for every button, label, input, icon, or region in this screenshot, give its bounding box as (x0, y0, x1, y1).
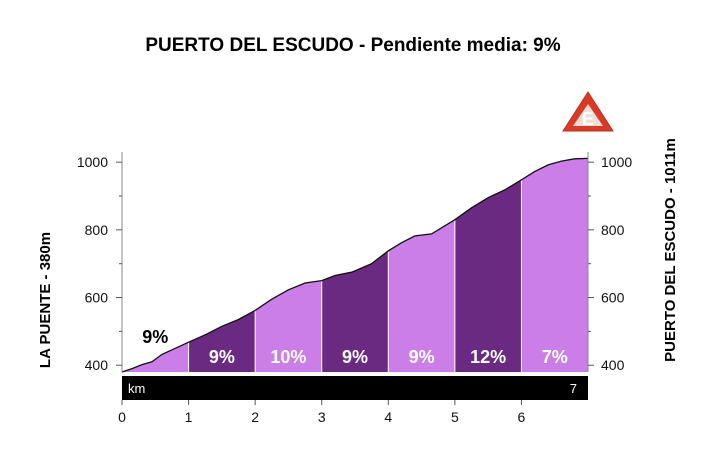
end-label: PUERTO DEL ESCUDO - 1011m (662, 138, 679, 362)
km-total-label: 7 (570, 381, 577, 396)
segment-grade-label: 9% (209, 347, 235, 367)
y-tick-label: 800 (85, 222, 109, 238)
km-unit-label: km (128, 381, 145, 396)
segment-grade-label: 10% (270, 347, 306, 367)
segment-area-3 (255, 280, 322, 372)
segment-grade-label: 7% (542, 347, 568, 367)
y-axis-left: 400 600 800 1000 (77, 154, 122, 373)
segment-area-5 (388, 219, 455, 372)
segment-area-7 (521, 158, 588, 372)
chart-title: PUERTO DEL ESCUDO - Pendiente media: 9% (145, 35, 560, 56)
grade-segments: 9% 9% 10% 9% 9% 12% 7% (122, 158, 588, 372)
x-axis: 0 1 2 3 4 5 6 (118, 400, 526, 425)
segment-area-4 (321, 250, 389, 372)
x-tick-label: 1 (185, 409, 193, 425)
profile-outline (121, 157, 589, 373)
x-tick-label: 5 (451, 409, 459, 425)
x-tick-label: 4 (384, 409, 392, 425)
badge-inner-triangle (573, 104, 603, 126)
x-tick-label: 0 (118, 409, 126, 425)
segment-grade-label: 9% (142, 327, 168, 347)
segment-grade-label: 9% (409, 347, 435, 367)
x-tick-label: 6 (518, 409, 526, 425)
segment-grade-label: 9% (342, 347, 368, 367)
segment-grade-label: 12% (470, 347, 506, 367)
y-tick-label: 400 (601, 357, 625, 373)
km-bar (122, 376, 588, 400)
y-tick-label: 400 (85, 357, 109, 373)
badge-letter: E (582, 109, 594, 129)
start-label: LA PUENTE - 380m (37, 232, 54, 368)
y-tick-label: 800 (601, 222, 625, 238)
y-tick-label: 1000 (601, 154, 632, 170)
y-tick-label: 1000 (77, 154, 108, 170)
segment-area-2 (188, 310, 256, 372)
segment-area-1 (122, 342, 189, 372)
x-tick-label: 3 (318, 409, 326, 425)
category-badge: E (562, 91, 614, 132)
x-tick-label: 2 (251, 409, 259, 425)
segment-area-6 (454, 179, 522, 372)
y-tick-label: 600 (601, 290, 625, 306)
y-axis-right: 400 600 800 1000 (588, 154, 632, 373)
y-tick-label: 600 (85, 290, 109, 306)
